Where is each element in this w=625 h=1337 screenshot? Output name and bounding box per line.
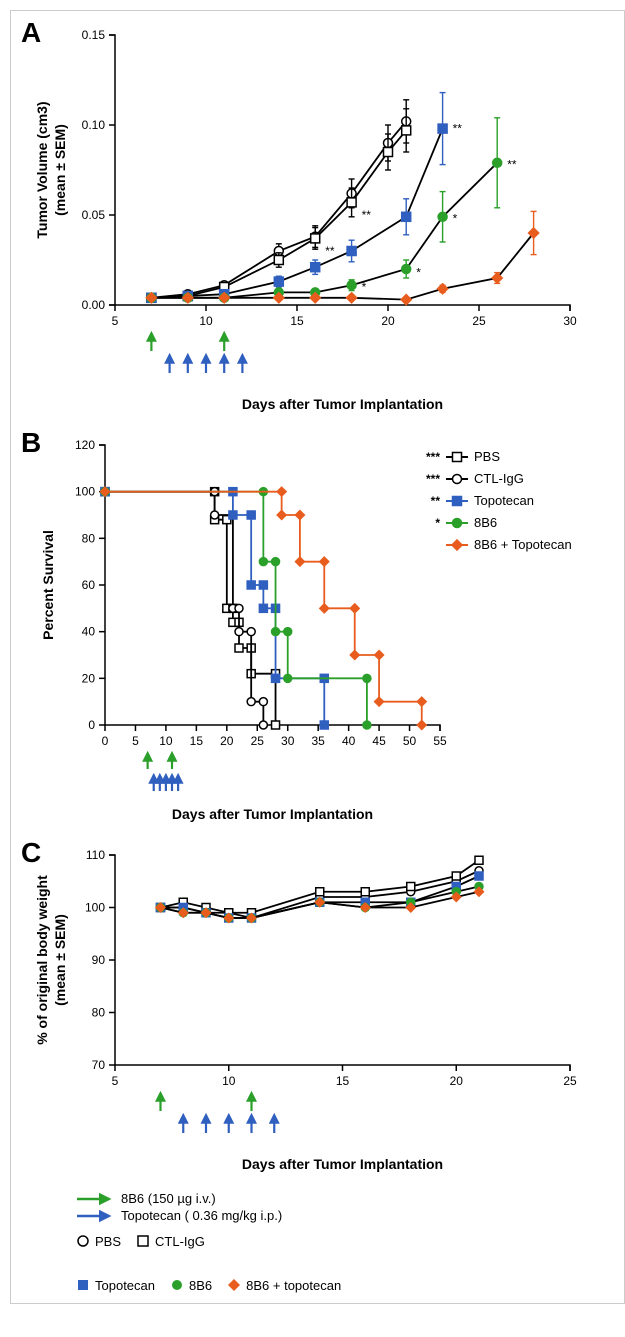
svg-text:0.15: 0.15 (82, 28, 106, 42)
svg-text:60: 60 (82, 578, 96, 592)
svg-text:5: 5 (132, 734, 139, 748)
svg-text:15: 15 (336, 1074, 350, 1088)
panel-a-chart: 0.00 0.05 0.10 0.15 5 10 15 20 25 30 Tumor Volume … (15, 15, 610, 415)
svg-text:5: 5 (112, 1074, 119, 1088)
svg-text:90: 90 (92, 953, 106, 967)
svg-text:80: 80 (82, 531, 96, 545)
panel-c-label: C (21, 837, 41, 869)
legend-combo-text: 8B6 + topotecan (246, 1278, 341, 1293)
svg-text:% of original body weight: % of original body weight (34, 875, 50, 1045)
svg-text:Days after Tumor Implantation: Days after Tumor Implantation (172, 806, 373, 822)
panel-a-label: A (21, 17, 41, 49)
svg-text:(mean ± SEM): (mean ± SEM) (52, 914, 68, 1006)
svg-text:0: 0 (88, 718, 95, 732)
svg-text:8B6: 8B6 (474, 515, 497, 530)
svg-text:50: 50 (403, 734, 417, 748)
svg-text:70: 70 (92, 1058, 106, 1072)
svg-text:25: 25 (251, 734, 265, 748)
svg-text:35: 35 (312, 734, 326, 748)
svg-text:20: 20 (82, 671, 96, 685)
legend-ctl: CTL-IgG (135, 1233, 205, 1249)
svg-text:(mean ± SEM): (mean ± SEM) (52, 124, 68, 216)
svg-text:55: 55 (433, 734, 447, 748)
svg-text:40: 40 (82, 625, 96, 639)
svg-text:**: ** (453, 122, 463, 136)
svg-text:100: 100 (85, 901, 105, 915)
svg-text:30: 30 (281, 734, 295, 748)
svg-text:10: 10 (159, 734, 173, 748)
svg-text:45: 45 (372, 734, 386, 748)
legend-topotecan: Topotecan (75, 1277, 155, 1293)
svg-text:CTL-IgG: CTL-IgG (474, 471, 524, 486)
svg-text:5: 5 (112, 314, 119, 328)
svg-text:**: ** (362, 208, 372, 222)
svg-text:**: ** (325, 244, 335, 258)
svg-text:Percent Survival: Percent Survival (40, 530, 56, 640)
legend-8b6-text: 8B6 (189, 1278, 212, 1293)
svg-text:*: * (416, 266, 421, 280)
svg-text:120: 120 (75, 438, 95, 452)
svg-text:100: 100 (75, 485, 95, 499)
legend-arrow-green: 8B6 (150 µg i.v.) (75, 1191, 610, 1206)
legend-arrow-blue: Topotecan ( 0.36 mg/kg i.p.) (75, 1208, 610, 1223)
panel-a: A 0.00 0.05 0.10 0.15 5 10 15 20 25 30 Tumor Volum… (15, 15, 620, 415)
legend-ctl-text: CTL-IgG (155, 1234, 205, 1249)
legend-8b6: 8B6 (169, 1277, 212, 1293)
panel-b-chart: 0 20 40 60 80 100 120 0 5 10 15 20 25 30 35 40 45 50 55 Per… (15, 425, 610, 825)
panel-c: C 70 80 90 100 110 5 10 15 20 25 % of original bod… (15, 835, 620, 1175)
svg-text:10: 10 (199, 314, 213, 328)
svg-text:20: 20 (381, 314, 395, 328)
svg-text:8B6 + Topotecan: 8B6 + Topotecan (474, 537, 572, 552)
legend-combo: 8B6 + topotecan (226, 1277, 341, 1293)
svg-text:0: 0 (102, 734, 109, 748)
svg-text:10: 10 (222, 1074, 236, 1088)
svg-text:0.10: 0.10 (82, 118, 106, 132)
svg-text:30: 30 (563, 314, 577, 328)
svg-text:0.00: 0.00 (82, 298, 106, 312)
legend-arrow-green-text: 8B6 (150 µg i.v.) (121, 1191, 216, 1206)
svg-text:80: 80 (92, 1006, 106, 1020)
svg-text:***: *** (426, 450, 440, 464)
legend-pbs: PBS (75, 1233, 121, 1249)
svg-text:*: * (453, 212, 458, 226)
svg-text:Days after Tumor Implantation: Days after Tumor Implantation (242, 396, 443, 412)
svg-text:Days after Tumor Implantation: Days after Tumor Implantation (242, 1156, 443, 1172)
figure-container: A 0.00 0.05 0.10 0.15 5 10 15 20 25 30 Tumor Volum… (10, 10, 625, 1304)
panel-b: B 0 20 40 60 80 100 120 0 5 10 15 20 25 30 35 40 45 50 55 P… (15, 425, 620, 825)
legend-markers-row: PBS CTL-IgG Topotecan 8B6 8B6 + topoteca… (75, 1233, 610, 1293)
legend-pbs-text: PBS (95, 1234, 121, 1249)
legend-arrow-blue-text: Topotecan ( 0.36 mg/kg i.p.) (121, 1208, 282, 1223)
bottom-legend: 8B6 (150 µg i.v.) Topotecan ( 0.36 mg/kg… (15, 1185, 620, 1293)
svg-text:Topotecan: Topotecan (474, 493, 534, 508)
svg-text:PBS: PBS (474, 449, 500, 464)
svg-text:Tumor Volume (cm3): Tumor Volume (cm3) (34, 101, 50, 238)
svg-text:25: 25 (563, 1074, 577, 1088)
svg-text:25: 25 (472, 314, 486, 328)
legend-topotecan-text: Topotecan (95, 1278, 155, 1293)
svg-text:40: 40 (342, 734, 356, 748)
svg-text:20: 20 (220, 734, 234, 748)
svg-text:110: 110 (86, 848, 105, 862)
svg-text:15: 15 (290, 314, 304, 328)
svg-text:15: 15 (190, 734, 204, 748)
svg-text:20: 20 (450, 1074, 464, 1088)
svg-text:***: *** (426, 472, 440, 486)
panel-b-label: B (21, 427, 41, 459)
svg-text:*: * (362, 280, 367, 294)
svg-text:*: * (435, 516, 440, 530)
svg-text:0.05: 0.05 (82, 208, 106, 222)
panel-c-chart: 70 80 90 100 110 5 10 15 20 25 % of original body … (15, 835, 610, 1175)
svg-text:**: ** (507, 158, 517, 172)
svg-text:**: ** (431, 494, 441, 508)
